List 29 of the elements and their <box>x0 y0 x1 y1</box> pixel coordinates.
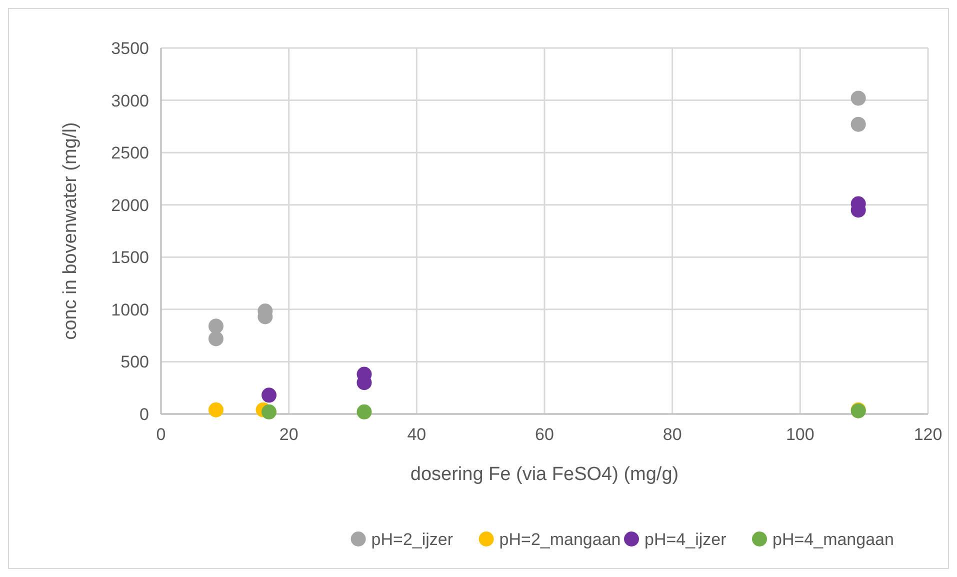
point <box>262 404 277 420</box>
legend-label: pH=4_ijzer <box>644 530 727 549</box>
y-tick-label: 2500 <box>111 144 149 163</box>
x-tick-label: 120 <box>914 425 942 444</box>
y-tick-label: 3500 <box>111 39 149 58</box>
x-axis-title: dosering Fe (via FeSO4) (mg/g) <box>410 464 679 485</box>
point <box>208 318 224 334</box>
legend-label: pH=4_mangaan <box>772 530 894 549</box>
point <box>850 90 866 106</box>
y-axis-title: conc in bovenwater (mg/l) <box>60 122 81 340</box>
x-tick-label: 80 <box>662 425 682 444</box>
point <box>208 331 224 346</box>
x-tick-label: 60 <box>535 425 554 444</box>
y-tick-label: 1500 <box>111 248 149 268</box>
y-tick-label: 500 <box>120 352 149 372</box>
point <box>850 116 866 132</box>
point <box>208 402 224 418</box>
y-tick-label: 1000 <box>111 300 149 320</box>
legend-label: pH=2_mangaan <box>499 530 621 549</box>
y-tick-label: 2000 <box>111 196 149 215</box>
y-tick-label: 3000 <box>111 91 149 110</box>
legend-label: pH=2_ijzer <box>371 530 454 549</box>
x-tick-label: 100 <box>786 425 814 444</box>
x-tick-label: 0 <box>156 425 166 444</box>
point <box>356 404 372 420</box>
y-tick-label: 0 <box>140 405 149 424</box>
x-tick-label: 20 <box>279 425 298 444</box>
point <box>262 388 277 403</box>
x-tick-label: 40 <box>407 425 426 444</box>
